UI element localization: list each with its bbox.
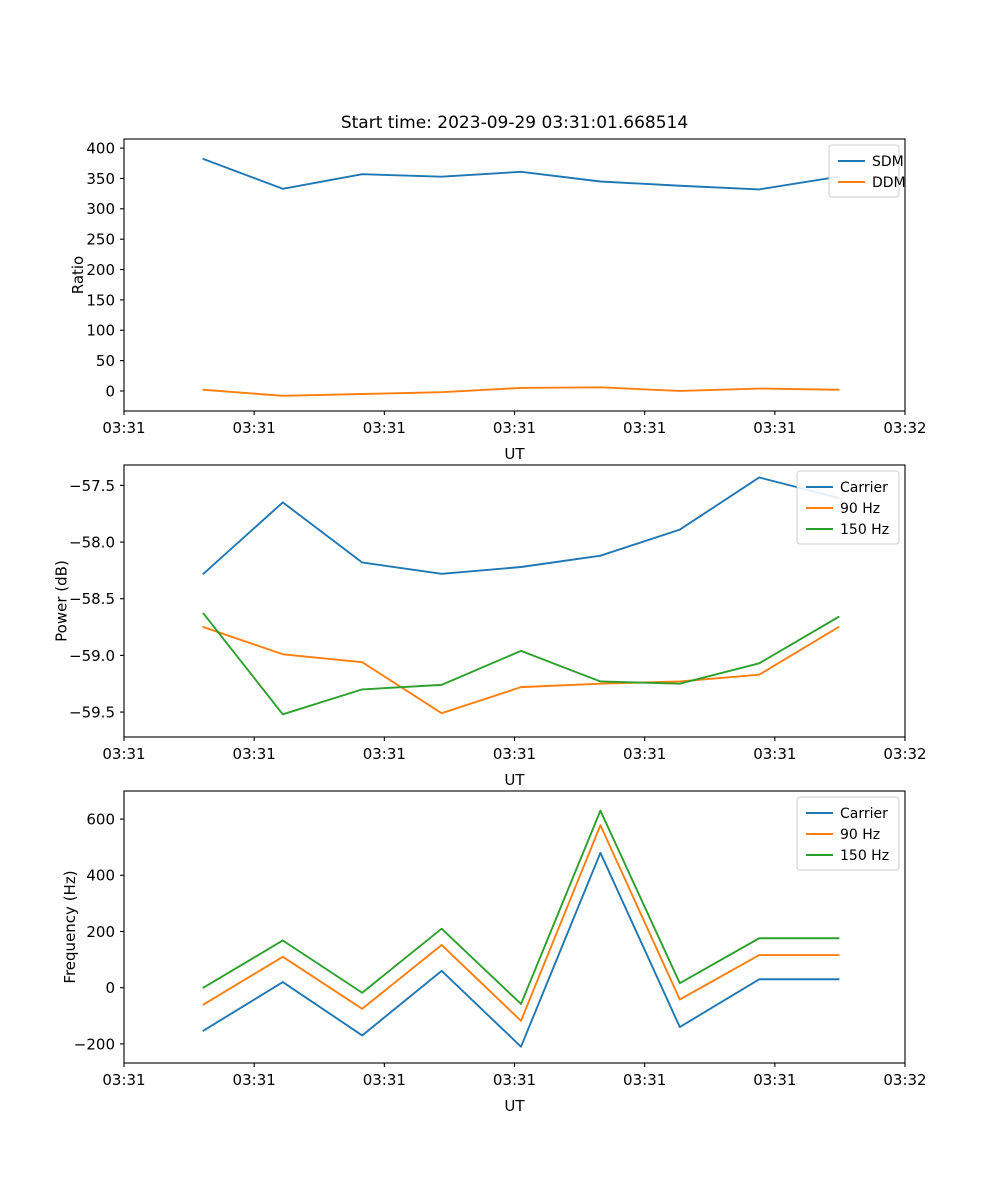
legend[interactable]: SDM DDM bbox=[828, 144, 906, 198]
x-tick-label: 03:31 bbox=[623, 419, 666, 437]
y-tick-label: 350 bbox=[86, 170, 115, 188]
legend[interactable]: Carrier 90 Hz 150 Hz bbox=[796, 470, 900, 545]
x-tick-label: 03:31 bbox=[102, 745, 145, 763]
axes-spines bbox=[123, 464, 906, 738]
axes-spines bbox=[123, 138, 906, 412]
axes-spines bbox=[123, 790, 906, 1064]
y-tick-label: −200 bbox=[74, 1035, 115, 1053]
x-tick-label: 03:31 bbox=[363, 745, 406, 763]
x-tick-label: 03:31 bbox=[233, 745, 276, 763]
y-tick-label: −57.5 bbox=[69, 477, 115, 495]
y-tick-label: 300 bbox=[86, 200, 115, 218]
figure-title: Start time: 2023-09-29 03:31:01.668514 bbox=[341, 113, 688, 133]
x-tick-label: 03:31 bbox=[753, 419, 796, 437]
legend-label-90-hz: 90 Hz bbox=[840, 827, 880, 843]
series-line-150-hz bbox=[202, 809, 840, 1005]
legend-label-sdm: SDM bbox=[872, 154, 904, 170]
x-axis-label: UT bbox=[504, 1097, 525, 1115]
x-axis-label: UT bbox=[504, 445, 525, 463]
x-tick-label: 03:31 bbox=[753, 1071, 796, 1089]
x-tick-label: 03:31 bbox=[233, 419, 276, 437]
series-line-ddm bbox=[202, 386, 840, 397]
x-tick-label: 03:31 bbox=[623, 1071, 666, 1089]
y-tick-label: 150 bbox=[86, 291, 115, 309]
legend-label-carrier: Carrier bbox=[840, 806, 888, 822]
x-tick-label: 03:31 bbox=[753, 745, 796, 763]
x-tick-label: 03:31 bbox=[493, 1071, 536, 1089]
y-axis-label: Ratio bbox=[69, 256, 87, 295]
legend-box bbox=[796, 796, 900, 871]
y-tick-label: 400 bbox=[86, 140, 115, 158]
legend-box bbox=[828, 144, 900, 198]
x-tick-label: 03:31 bbox=[363, 419, 406, 437]
y-tick-label: 400 bbox=[86, 867, 115, 885]
y-tick-label: −59.0 bbox=[69, 647, 115, 665]
x-tick-label: 03:31 bbox=[363, 1071, 406, 1089]
x-tick-label: 03:32 bbox=[883, 419, 926, 437]
legend-label-ddm: DDM bbox=[872, 175, 906, 191]
x-tick-label: 03:31 bbox=[102, 1071, 145, 1089]
y-tick-label: 600 bbox=[86, 810, 115, 828]
legend-label-150-hz: 150 Hz bbox=[840, 522, 889, 538]
legend-label-150-hz: 150 Hz bbox=[840, 848, 889, 864]
y-tick-label: 0 bbox=[105, 979, 115, 997]
series-line-150-hz bbox=[202, 612, 840, 716]
subplot-frequency-panel: 03:31 03:31 03:31 03:31 03:31 03:31 03:32 −200 0… bbox=[61, 790, 927, 1115]
series-line-carrier bbox=[202, 851, 840, 1048]
series-line-carrier bbox=[202, 476, 840, 575]
series-line-sdm bbox=[202, 158, 840, 191]
y-tick-label: −58.5 bbox=[69, 590, 115, 608]
y-tick-label: 200 bbox=[86, 923, 115, 941]
y-tick-label: 200 bbox=[86, 261, 115, 279]
series-line-90-hz bbox=[202, 626, 840, 715]
legend-label-carrier: Carrier bbox=[840, 480, 888, 496]
y-tick-label: 0 bbox=[105, 382, 115, 400]
legend[interactable]: Carrier 90 Hz 150 Hz bbox=[796, 796, 900, 871]
x-tick-label: 03:31 bbox=[493, 745, 536, 763]
y-axis-label: Frequency (Hz) bbox=[61, 870, 79, 983]
y-tick-label: 100 bbox=[86, 322, 115, 340]
y-axis-label: Power (dB) bbox=[53, 560, 71, 642]
x-tick-label: 03:31 bbox=[102, 419, 145, 437]
x-axis-label: UT bbox=[504, 771, 525, 789]
y-tick-label: −59.5 bbox=[69, 703, 115, 721]
x-tick-label: 03:31 bbox=[233, 1071, 276, 1089]
y-tick-label: 50 bbox=[96, 352, 115, 370]
legend-label-90-hz: 90 Hz bbox=[840, 501, 880, 517]
x-tick-label: 03:32 bbox=[883, 1071, 926, 1089]
legend-box bbox=[796, 470, 900, 545]
x-tick-label: 03:32 bbox=[883, 745, 926, 763]
x-tick-label: 03:31 bbox=[623, 745, 666, 763]
y-tick-label: 250 bbox=[86, 231, 115, 249]
series-line-90-hz bbox=[202, 824, 840, 1022]
y-tick-label: −58.0 bbox=[69, 533, 115, 551]
subplot-power-panel: 03:31 03:31 03:31 03:31 03:31 03:31 03:32 −59.5… bbox=[53, 464, 927, 789]
subplot-ratio-panel: 03:31 03:31 03:31 03:31 03:31 03:31 03:32 0 50 10… bbox=[69, 138, 927, 463]
x-tick-label: 03:31 bbox=[493, 419, 536, 437]
